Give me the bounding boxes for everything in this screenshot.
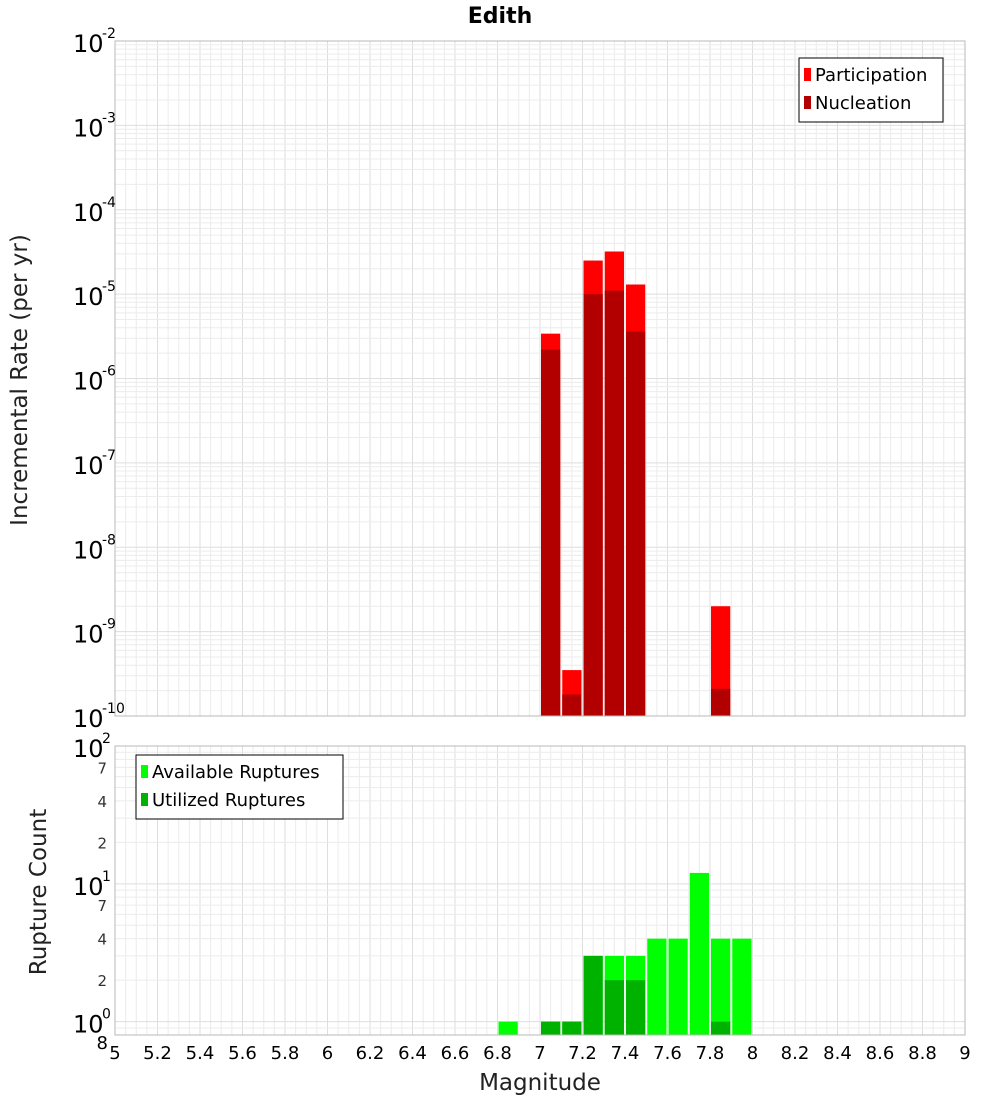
- bar-nucleation: [583, 294, 603, 716]
- y-tick-label: 10: [73, 735, 104, 763]
- y-tick-label: 10: [73, 705, 104, 733]
- y-tick-label: 10: [73, 621, 104, 649]
- y-tick-label: 10: [73, 873, 104, 901]
- rate-grid: [114, 41, 966, 717]
- x-tick-label: 5.8: [271, 1043, 300, 1064]
- chart-title: Edith: [468, 4, 533, 29]
- y-tick-exponent: 2: [102, 731, 111, 747]
- bar-available-ruptures: [498, 1021, 518, 1035]
- x-tick-label: 8.2: [781, 1043, 810, 1064]
- count-legend: Available Ruptures Utilized Ruptures: [135, 754, 344, 820]
- y-tick-label: 10: [73, 30, 104, 58]
- rate-bars: [541, 251, 731, 716]
- bar-nucleation: [562, 694, 582, 716]
- rate-panel: 10-210-310-410-510-610-710-810-910-10 In…: [7, 26, 966, 733]
- x-tick-label: 7.4: [611, 1043, 640, 1064]
- x-tick-label: 7: [534, 1043, 545, 1064]
- y-tick-minor-label: 8: [97, 1033, 108, 1054]
- x-tick-label: 7.6: [653, 1043, 682, 1064]
- x-tick-label: 8.6: [866, 1043, 895, 1064]
- y-tick-label: 10: [73, 283, 104, 311]
- y-tick-exponent: -8: [102, 532, 116, 548]
- y-tick-exponent: -5: [102, 279, 116, 295]
- x-tick-label: 7.8: [696, 1043, 725, 1064]
- y-tick-minor-label: 7: [97, 759, 107, 777]
- y-tick-label: 10: [73, 452, 104, 480]
- bar-utilized-ruptures: [711, 1021, 731, 1035]
- y-tick-minor-label: 4: [97, 793, 107, 811]
- y-tick-label: 10: [73, 536, 104, 564]
- bar-utilized-ruptures: [604, 980, 624, 1035]
- y-tick-minor-label: 4: [97, 931, 107, 949]
- bar-participation: [711, 606, 731, 716]
- rate-y-ticks: 10-210-310-410-510-610-710-810-910-10: [73, 26, 125, 733]
- count-y-axis-label: Rupture Count: [26, 809, 52, 975]
- x-tick-label: 6.4: [398, 1043, 427, 1064]
- x-tick-label: 9: [959, 1043, 970, 1064]
- bar-available-ruptures: [732, 938, 752, 1035]
- legend-label: Utilized Ruptures: [152, 790, 305, 811]
- bar-nucleation: [626, 331, 646, 716]
- bar-utilized-ruptures: [562, 1021, 582, 1035]
- bar-nucleation: [711, 688, 731, 716]
- legend-label: Available Ruptures: [152, 762, 320, 783]
- legend-swatch: [804, 68, 811, 81]
- x-tick-label: 5.6: [228, 1043, 257, 1064]
- rate-plot-area: [114, 40, 966, 717]
- bar-utilized-ruptures: [583, 955, 603, 1035]
- y-tick-exponent: 0: [102, 1007, 111, 1023]
- x-tick-label: 5: [109, 1043, 120, 1064]
- y-tick-exponent: -2: [102, 26, 116, 42]
- bar-utilized-ruptures: [541, 1021, 561, 1035]
- rate-y-axis-label: Incremental Rate (per yr): [7, 234, 33, 526]
- legend-box: [798, 57, 944, 123]
- bar-nucleation: [604, 290, 624, 716]
- y-tick-label: 10: [73, 1011, 104, 1039]
- bar-available-ruptures: [647, 938, 667, 1035]
- y-tick-exponent: -10: [102, 701, 125, 717]
- y-tick-label: 10: [73, 199, 104, 227]
- x-tick-label: 6.2: [356, 1043, 385, 1064]
- legend-label: Participation: [815, 65, 927, 86]
- bar-available-ruptures: [668, 938, 688, 1035]
- y-tick-exponent: 1: [102, 869, 111, 885]
- x-tick-label: 8.4: [823, 1043, 852, 1064]
- x-axis-label: Magnitude: [479, 1070, 601, 1096]
- y-tick-exponent: -9: [102, 617, 116, 633]
- y-tick-minor-label: 2: [97, 972, 107, 990]
- legend-label: Nucleation: [815, 93, 911, 114]
- rate-legend: Participation Nucleation: [798, 57, 944, 123]
- y-tick-label: 10: [73, 114, 104, 142]
- legend-swatch: [141, 765, 148, 778]
- x-tick-label: 6.6: [441, 1043, 470, 1064]
- bar-available-ruptures: [689, 872, 709, 1035]
- y-tick-exponent: -3: [102, 110, 116, 126]
- y-tick-exponent: -4: [102, 195, 116, 211]
- y-tick-minor-label: 7: [97, 897, 107, 915]
- count-bars: [498, 872, 752, 1035]
- legend-swatch: [804, 96, 811, 109]
- y-tick-minor-label: 2: [97, 834, 107, 852]
- y-tick-exponent: -6: [102, 364, 116, 380]
- x-tick-labels: 5 5.2 5.4 5.6 5.8 6 6.2 6.4 6.6 6.8 7 7.2 7.4 7.6 7.8 8…: [109, 1043, 970, 1064]
- x-tick-label: 8.8: [908, 1043, 937, 1064]
- x-tick-label: 6: [322, 1043, 333, 1064]
- legend-box: [135, 754, 344, 820]
- x-tick-label: 5.2: [143, 1043, 172, 1064]
- bar-utilized-ruptures: [626, 980, 646, 1035]
- y-tick-exponent: -7: [102, 448, 116, 464]
- legend-swatch: [141, 793, 148, 806]
- x-tick-label: 5.4: [186, 1043, 215, 1064]
- x-tick-label: 7.2: [568, 1043, 597, 1064]
- x-tick-label: 8: [747, 1043, 758, 1064]
- x-tick-label: 6.8: [483, 1043, 512, 1064]
- y-tick-label: 10: [73, 368, 104, 396]
- bar-nucleation: [541, 349, 561, 716]
- bar-available-ruptures: [711, 938, 731, 1035]
- count-plot-area: [114, 745, 966, 1036]
